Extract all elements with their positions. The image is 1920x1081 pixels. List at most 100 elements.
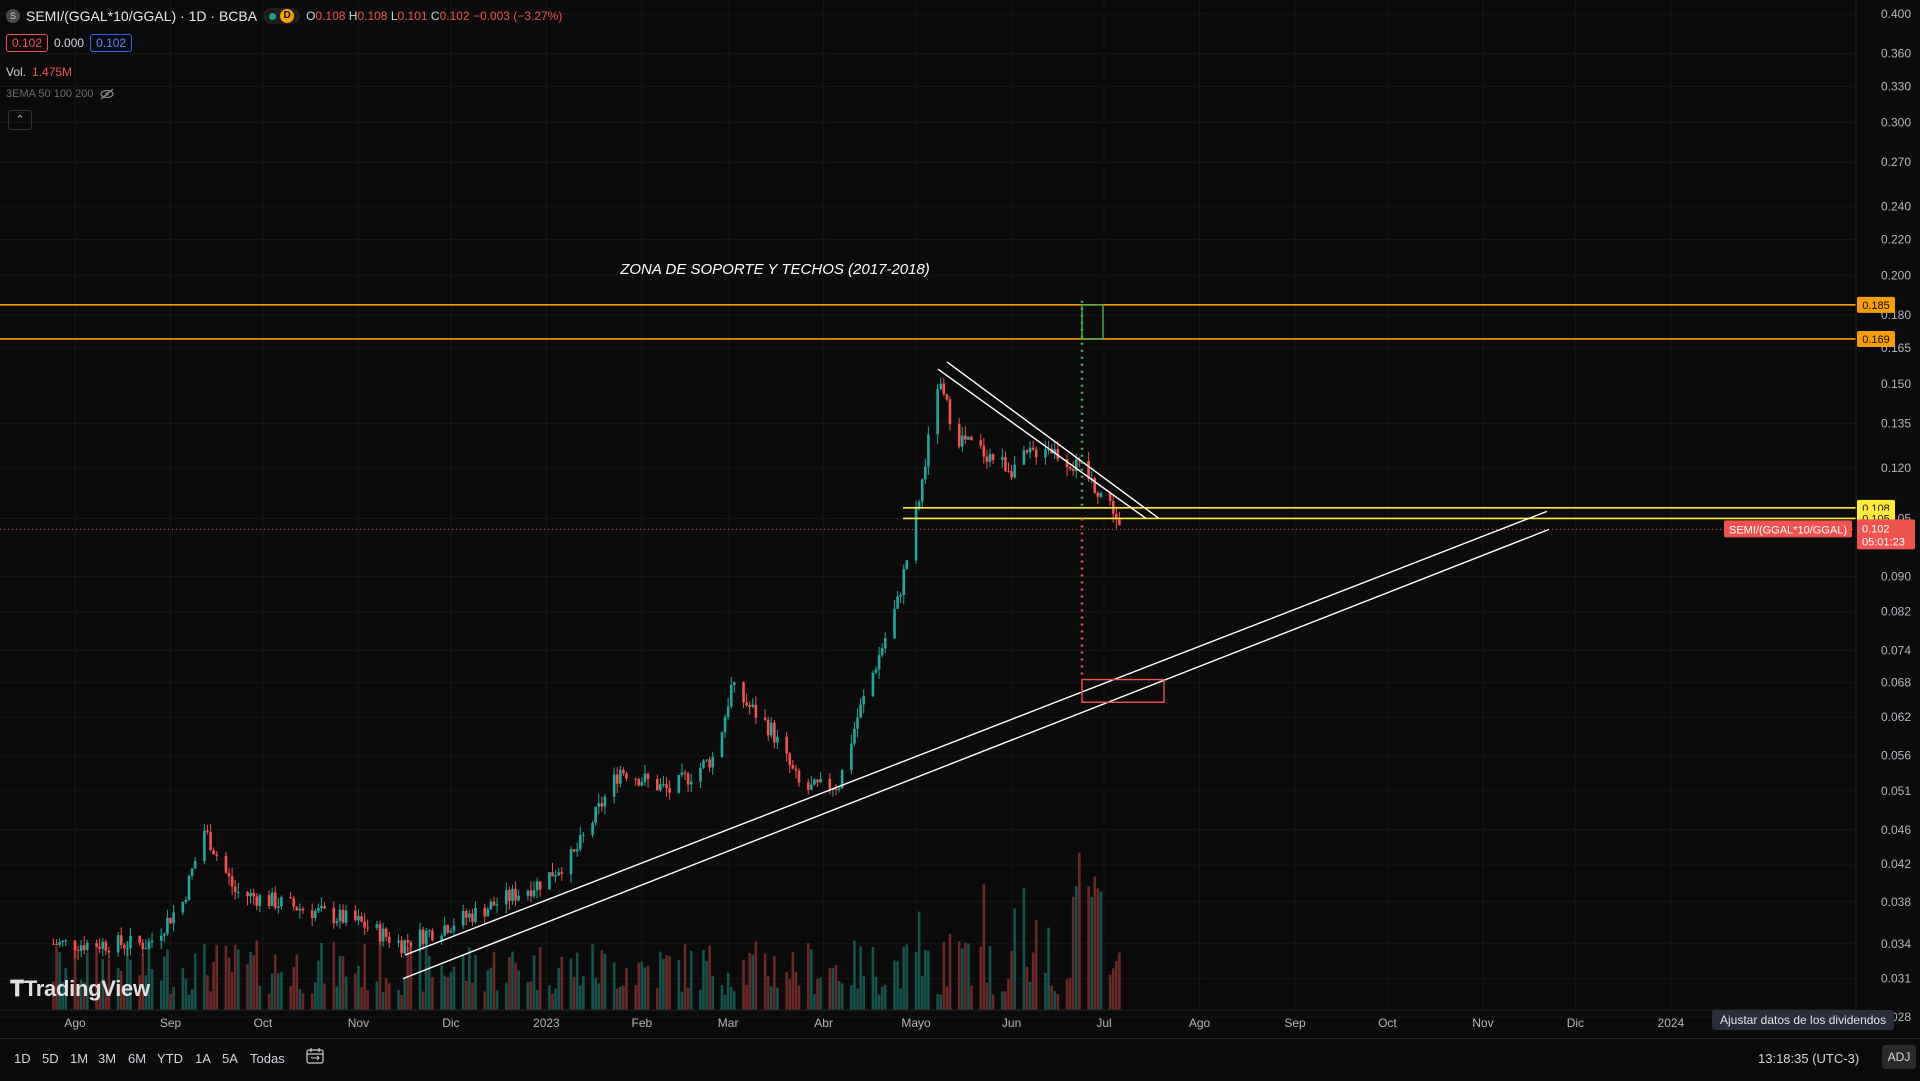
volume-bar	[246, 964, 249, 1010]
timeframe-1m[interactable]: 1M	[70, 1051, 89, 1066]
timeframe-3m[interactable]: 3M	[98, 1051, 117, 1066]
timeframe-ytd[interactable]: YTD	[157, 1051, 183, 1066]
time-axis: Ago Sep Oct Nov Dic 2023 Feb Mar Abr Mayo Jun Jul Ag…	[0, 1009, 1856, 1030]
volume-value: 1.475M	[32, 65, 73, 79]
ask-price[interactable]: 0.102	[90, 34, 133, 52]
clock-readout[interactable]: 13:18:35 (UTC-3)	[1758, 1051, 1860, 1066]
timeframe-5a[interactable]: 5A	[222, 1051, 238, 1066]
volume-bar	[495, 990, 499, 1010]
price-tick-label: 0.150	[1881, 377, 1911, 391]
candle-body	[310, 910, 314, 918]
price-tick-label: 0.051	[1881, 784, 1911, 798]
volume-bar	[508, 957, 511, 1010]
volume-bar	[683, 944, 687, 1010]
time-tick-label: Ago	[64, 1016, 86, 1030]
volume-bar	[828, 968, 832, 1010]
symbol-title[interactable]: SEMI/(GGAL*10/GGAL) · 1D · BCBA	[26, 8, 258, 24]
candle-body	[400, 940, 403, 954]
timeframe-6m[interactable]: 6M	[128, 1051, 147, 1066]
timeframe-5d[interactable]: 5D	[42, 1051, 59, 1066]
candle-body	[381, 928, 385, 942]
candle-body	[119, 935, 123, 945]
timeframe-1a[interactable]: 1A	[195, 1051, 211, 1066]
ema-indicator-label[interactable]: 3EMA 50 100 200	[6, 88, 94, 100]
volume-bar	[335, 986, 339, 1010]
adjust-dividends-tooltip: Ajustar datos de los dividendos	[1712, 1010, 1895, 1030]
volume-bar	[548, 984, 551, 1010]
volume-bar	[575, 952, 579, 1010]
volume-bar	[1099, 891, 1103, 1010]
volume-bar	[206, 975, 209, 1010]
volume-bar	[1056, 993, 1060, 1010]
adj-button[interactable]: ADJ	[1882, 1045, 1916, 1069]
volume-bar	[970, 985, 973, 1010]
volume-bar	[1013, 908, 1016, 1010]
volume-bar	[354, 973, 357, 1010]
market-status-badge[interactable]: D	[263, 8, 301, 24]
eye-hidden-icon[interactable]	[99, 88, 115, 100]
candle-body	[625, 773, 628, 779]
volume-bar	[880, 986, 884, 1010]
volume-bar	[776, 987, 779, 1010]
candle-body	[129, 935, 132, 949]
volume-bar	[452, 966, 456, 1010]
volume-label: Vol.	[6, 65, 27, 79]
candle-body	[360, 916, 363, 922]
candle-body	[1099, 492, 1103, 497]
time-tick-label: Abr	[814, 1016, 833, 1030]
volume-bar	[572, 977, 576, 1010]
price-tick-label: 0.270	[1881, 155, 1911, 169]
candle-body	[267, 895, 271, 907]
candle-body	[464, 910, 468, 918]
candle-body	[474, 907, 477, 922]
candle-body	[344, 910, 348, 923]
candle-body	[773, 722, 776, 743]
volume-bar	[967, 943, 970, 1010]
candle-body	[387, 936, 391, 943]
candle-body	[665, 784, 668, 789]
candle-body	[230, 876, 234, 887]
volume-bar	[936, 994, 939, 1010]
ascending-trendline-lower	[402, 528, 1550, 980]
candle-body	[840, 770, 844, 789]
volume-bar	[957, 941, 961, 1010]
candle-body	[166, 917, 169, 934]
candle-body	[363, 921, 366, 928]
volume-bar	[1004, 991, 1007, 1010]
candle-body	[914, 508, 918, 561]
price-tick-label: 0.240	[1881, 200, 1911, 214]
price-tick-label: 0.034	[1881, 937, 1911, 951]
target-down-box	[1081, 678, 1165, 703]
candle-body	[421, 929, 425, 945]
volume-legend: Vol. 1.475M	[6, 65, 72, 79]
volume-bar	[273, 954, 277, 1010]
bottom-toolbar: 1D 5D 1M 3M 6M YTD 1A 5A Todas 13:18:35 …	[0, 1038, 1920, 1081]
volume-bar	[317, 960, 320, 1010]
candle-body	[702, 760, 705, 768]
candle-body	[640, 781, 644, 786]
candle-body	[1115, 513, 1118, 520]
volume-bar	[732, 991, 736, 1010]
volume-bar	[224, 945, 228, 1010]
candle-body	[529, 890, 533, 897]
price-tick-label: 0.360	[1881, 47, 1911, 61]
calendar-range-icon[interactable]	[306, 1048, 324, 1064]
candle-body	[699, 767, 702, 782]
price-tick-label: 0.330	[1881, 80, 1911, 94]
candle-body	[637, 779, 641, 786]
volume-bar	[871, 946, 875, 1010]
candle-body	[979, 440, 983, 446]
timeframe-1d[interactable]: 1D	[14, 1051, 31, 1066]
candle-body	[249, 892, 252, 897]
price-tick-label: 0.082	[1881, 605, 1911, 619]
chevron-up-icon[interactable]: ⌃	[8, 110, 32, 130]
volume-bar	[729, 986, 733, 1010]
candle-body	[1065, 459, 1069, 468]
bid-price[interactable]: 0.102	[6, 34, 49, 52]
candle-body	[58, 942, 61, 945]
volume-bar	[58, 952, 61, 1010]
candle-body	[991, 454, 995, 461]
timeframe-all[interactable]: Todas	[250, 1051, 285, 1066]
candle-body	[427, 930, 431, 932]
